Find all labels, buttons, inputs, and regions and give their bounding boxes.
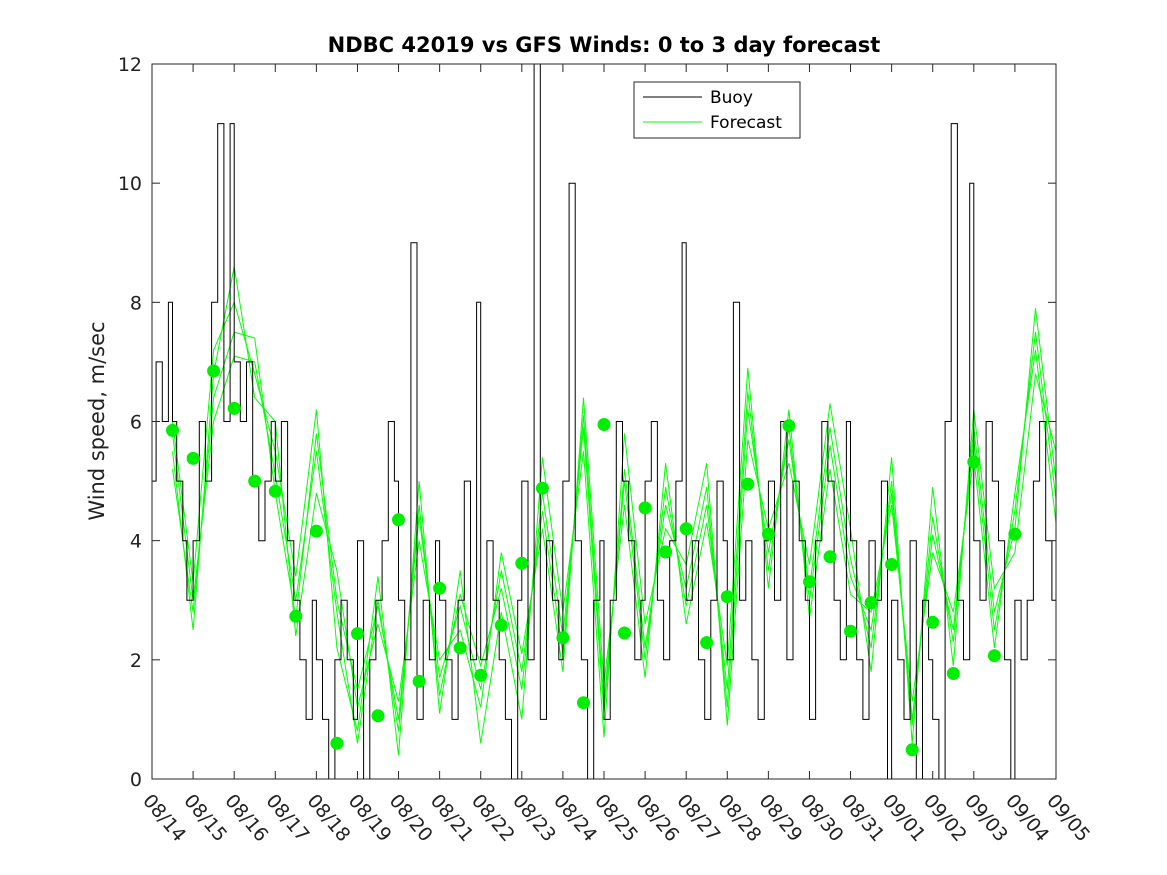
daily-mean-marker (864, 596, 878, 610)
legend: Buoy Forecast (633, 81, 801, 139)
daily-mean-marker (330, 736, 344, 750)
daily-mean-marker (638, 501, 652, 515)
y-tick-label: 2 (130, 650, 142, 672)
daily-mean-marker (474, 668, 488, 682)
legend-buoy-label: Buoy (710, 88, 753, 108)
y-tick-label: 12 (118, 54, 142, 76)
buoy-series (152, 63, 1056, 780)
daily-mean-marker (844, 624, 857, 638)
daily-mean-marker (597, 418, 611, 431)
daily-mean-marker (618, 626, 631, 640)
daily-mean-marker (166, 423, 179, 437)
chart-title: NDBC 42019 vs GFS Winds: 0 to 3 day fore… (328, 33, 881, 57)
daily-mean-marker (433, 581, 447, 595)
y-tick-label: 6 (130, 412, 142, 434)
daily-mean-marker (1008, 527, 1022, 541)
forecast-line-3 (172, 300, 1057, 756)
legend-forecast-label: Forecast (710, 113, 782, 133)
daily-mean-marker (412, 674, 426, 688)
daily-mean-marker (741, 477, 755, 491)
daily-mean-marker (556, 631, 570, 645)
daily-mean-marker (659, 545, 673, 559)
daily-mean-marker (761, 527, 775, 541)
y-axis-label: Wind speed, m/sec (85, 321, 109, 520)
buoy-line (152, 63, 1056, 780)
y-tick-label: 8 (130, 292, 142, 314)
y-tick-label: 4 (130, 531, 142, 553)
daily-mean-marker (351, 627, 364, 641)
daily-mean-marker (803, 575, 816, 589)
y-axis: 0 2 4 6 8 10 12 (118, 54, 1056, 791)
daily-mean-marker (926, 615, 940, 629)
forecast-line-4 (172, 331, 1057, 720)
daily-mean-markers (166, 364, 1022, 757)
daily-mean-marker (186, 451, 200, 465)
daily-mean-marker (782, 419, 796, 433)
daily-mean-marker (577, 696, 590, 710)
daily-mean-marker (268, 484, 282, 498)
daily-mean-marker (987, 649, 1001, 663)
daily-mean-marker (227, 401, 241, 415)
daily-mean-marker (309, 524, 323, 538)
y-tick-label: 0 (130, 769, 142, 791)
daily-mean-marker (885, 558, 899, 571)
forecast-series (172, 266, 1057, 756)
daily-mean-marker (946, 667, 960, 680)
daily-mean-marker (453, 641, 467, 655)
daily-mean-marker (905, 743, 919, 757)
y-tick-label: 10 (118, 173, 142, 195)
daily-mean-marker (967, 455, 981, 469)
daily-mean-marker (535, 481, 549, 495)
daily-mean-marker (515, 556, 529, 570)
daily-mean-marker (720, 590, 734, 604)
daily-mean-marker (823, 550, 837, 564)
legend-box (633, 81, 801, 139)
daily-mean-marker (207, 364, 221, 378)
daily-mean-marker (248, 474, 262, 488)
daily-mean-marker (679, 522, 693, 536)
daily-mean-marker (700, 636, 714, 650)
daily-mean-marker (371, 709, 385, 723)
daily-mean-marker (494, 618, 508, 632)
daily-mean-marker (392, 513, 405, 527)
daily-mean-marker (289, 609, 303, 623)
